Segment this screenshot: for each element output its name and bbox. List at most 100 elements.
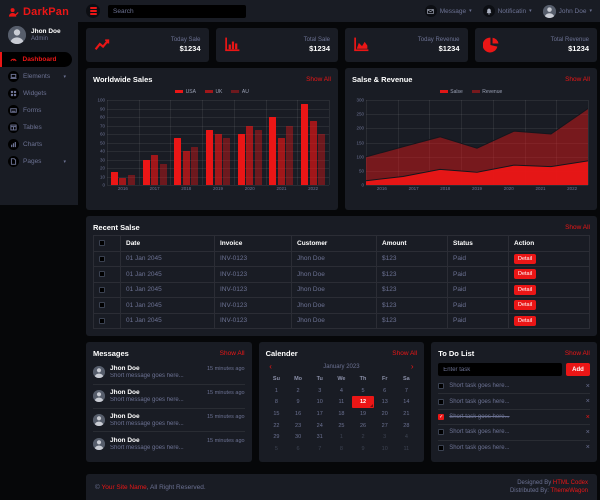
show-all-link[interactable]: Show All <box>219 350 245 357</box>
chevron-left-icon[interactable]: ‹ <box>269 362 272 371</box>
row-checkbox[interactable] <box>99 317 105 324</box>
show-all-link[interactable]: Show All <box>565 224 590 231</box>
stat-value: $1234 <box>179 44 201 53</box>
calendar-day[interactable]: 5 <box>274 446 278 453</box>
calendar-day[interactable]: 3 <box>383 434 387 441</box>
message-item[interactable]: Jhon Doe 15 minutes ago Short message goes… <box>93 361 245 385</box>
calendar-day[interactable]: 4 <box>404 434 408 441</box>
close-icon[interactable]: × <box>585 413 590 421</box>
close-icon[interactable]: × <box>585 398 590 406</box>
calendar-day[interactable]: 9 <box>296 399 300 406</box>
todo-checkbox[interactable] <box>438 429 445 436</box>
calendar-day[interactable]: 25 <box>338 422 345 429</box>
message-item[interactable]: Jhon Doe 15 minutes ago Short message goes… <box>93 432 245 455</box>
sidebar-item-forms[interactable]: Forms <box>0 103 72 118</box>
message-item[interactable]: Jhon Doe 15 minutes ago Short message goes… <box>93 409 245 433</box>
calendar-day[interactable]: 4 <box>339 387 343 394</box>
calendar-day[interactable]: 23 <box>295 422 302 429</box>
todo-checkbox[interactable] <box>438 444 445 451</box>
profile-dropdown[interactable]: John Doe ▾ <box>542 4 592 18</box>
brand-name: DarkPan <box>23 6 70 18</box>
calendar-day[interactable]: 26 <box>359 422 367 429</box>
row-checkbox[interactable] <box>99 271 105 278</box>
sidebar-item-widgets[interactable]: Widgets <box>0 86 72 101</box>
sidebar-toggle-button[interactable] <box>86 4 100 18</box>
calendar-day[interactable]: 7 <box>318 446 322 453</box>
bar-chart-legend: USA UK AU <box>93 87 331 96</box>
calendar-day[interactable]: 7 <box>404 387 408 394</box>
sidebar-item-charts[interactable]: Charts <box>0 137 72 152</box>
calendar-day[interactable]: 20 <box>381 410 388 417</box>
calendar-day[interactable]: 30 <box>295 434 302 441</box>
chevron-right-icon[interactable]: › <box>410 362 414 371</box>
todo-checkbox[interactable] <box>438 398 445 405</box>
calendar-day[interactable]: 12 <box>352 396 374 409</box>
calendar-day[interactable]: 5 <box>361 387 365 394</box>
todo-checkbox[interactable] <box>438 383 445 390</box>
bar-au <box>223 138 231 185</box>
calendar-day[interactable]: 17 <box>316 410 323 417</box>
calendar-day[interactable]: 2 <box>361 434 365 441</box>
show-all-link[interactable]: Show All <box>392 350 418 357</box>
calendar-day[interactable]: 10 <box>316 399 323 406</box>
calendar-day[interactable]: 8 <box>339 446 343 453</box>
sidebar-item-pages[interactable]: Pages ▾ <box>0 154 72 169</box>
calendar-day[interactable]: 6 <box>383 387 387 394</box>
task-input[interactable] <box>438 363 563 376</box>
calendar-day[interactable]: 10 <box>381 446 388 453</box>
calendar-day[interactable]: 24 <box>316 422 323 429</box>
calendar-day[interactable]: 14 <box>403 399 410 406</box>
show-all-link[interactable]: Show All <box>565 76 590 83</box>
calendar-day[interactable]: 2 <box>296 387 300 394</box>
calendar-day[interactable]: 31 <box>316 434 323 441</box>
sidebar-item-dashboard[interactable]: Dashboard <box>0 52 72 67</box>
sidebar-item-elements[interactable]: Elements ▾ <box>0 69 72 84</box>
calendar-day[interactable]: 6 <box>296 446 300 453</box>
detail-button[interactable]: Detail <box>514 300 537 311</box>
calendar-day[interactable]: 1 <box>339 434 343 441</box>
sidebar-item-tables[interactable]: Tables <box>0 120 72 135</box>
calendar-day[interactable]: 11 <box>403 446 410 453</box>
search-input[interactable] <box>108 4 246 18</box>
topbar-avatar <box>542 4 556 18</box>
detail-button[interactable]: Detail <box>514 269 537 280</box>
calendar-day[interactable]: 13 <box>381 399 388 406</box>
designer-link[interactable]: HTML Codex <box>552 480 588 486</box>
site-name-link[interactable]: Your Site Name <box>101 483 147 491</box>
row-checkbox[interactable] <box>99 286 105 293</box>
calendar-day[interactable]: 9 <box>361 446 365 453</box>
message-item[interactable]: Jhon Doe 15 minutes ago Short message goes… <box>93 385 245 409</box>
calendar-day[interactable]: 1 <box>274 387 278 394</box>
calendar-day[interactable]: 19 <box>359 410 367 417</box>
detail-button[interactable]: Detail <box>514 315 537 326</box>
row-checkbox[interactable] <box>99 255 105 262</box>
calendar-day[interactable]: 11 <box>338 399 345 406</box>
detail-button[interactable]: Detail <box>514 253 537 264</box>
select-all-checkbox[interactable] <box>99 240 105 247</box>
row-checkbox[interactable] <box>99 302 105 309</box>
detail-button[interactable]: Detail <box>514 284 537 295</box>
message-dropdown[interactable]: Message ▾ <box>424 5 472 17</box>
notification-dropdown[interactable]: Notificatin ▾ <box>482 5 532 17</box>
close-icon[interactable]: × <box>585 428 590 436</box>
distributor-link[interactable]: ThemeWagon <box>550 488 588 494</box>
add-task-button[interactable]: Add <box>566 363 590 376</box>
calendar-day[interactable]: 3 <box>318 387 322 394</box>
calendar-day[interactable]: 29 <box>273 434 280 441</box>
calendar-day[interactable]: 18 <box>338 410 345 417</box>
bar-usa <box>206 129 214 185</box>
calendar-day[interactable]: 21 <box>403 410 410 417</box>
bar-group <box>139 100 171 185</box>
todo-checkbox[interactable]: ✓ <box>438 414 445 421</box>
close-icon[interactable]: × <box>585 382 590 390</box>
calendar-day[interactable]: 27 <box>381 422 388 429</box>
brand[interactable]: DarkPan <box>0 0 78 22</box>
calendar-day[interactable]: 15 <box>273 410 280 417</box>
show-all-link[interactable]: Show All <box>564 350 590 357</box>
show-all-link[interactable]: Show All <box>306 76 331 83</box>
calendar-day[interactable]: 22 <box>273 422 280 429</box>
close-icon[interactable]: × <box>585 444 590 452</box>
calendar-day[interactable]: 16 <box>295 410 302 417</box>
calendar-day[interactable]: 8 <box>274 399 278 406</box>
calendar-day[interactable]: 28 <box>403 422 410 429</box>
